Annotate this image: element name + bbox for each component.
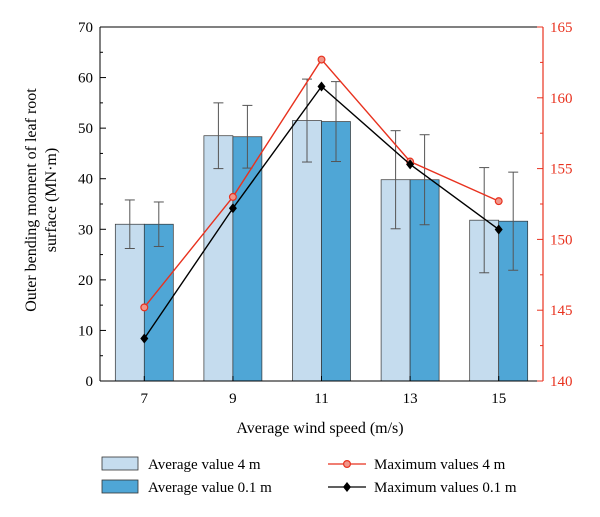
- y2-tick-label-155: 155: [550, 162, 573, 178]
- point-max-4m-15: [494, 197, 503, 206]
- legend-label-avg-01m: Average value 0.1 m: [148, 480, 272, 496]
- point-max-01m-11: [317, 81, 326, 92]
- bar-avg-4m-7: [114, 223, 145, 382]
- y2-tick-label-140: 140: [550, 374, 573, 390]
- y-tick-label-30: 30: [78, 222, 93, 238]
- legend-marker-max-4m: [343, 460, 352, 469]
- y-tick-label-20: 20: [78, 273, 93, 289]
- axes-layer: 0 10 20 30 40 50 60 70 140 145 150 155 160 165 7 9 11 13 1…: [78, 20, 573, 407]
- legend-label-max-4m: Maximum values 4 m: [374, 457, 506, 473]
- y-tick-label-60: 60: [78, 71, 93, 87]
- bar-avg-01m-9: [232, 136, 263, 382]
- bars-layer: [114, 120, 529, 382]
- x-tick-label-11: 11: [314, 391, 328, 407]
- legend: Average value 4 m Average value 0.1 m Ma…: [101, 456, 517, 496]
- y-tick-label-0: 0: [86, 374, 94, 390]
- y-axis-title-line-1: Outer bending moment of leaf root: [23, 88, 40, 312]
- y-tick-label-50: 50: [78, 121, 93, 137]
- error-bars-layer: [124, 78, 519, 274]
- point-max-01m-13: [406, 159, 415, 170]
- y2-tick-label-165: 165: [550, 20, 573, 36]
- x-tick-label-13: 13: [403, 391, 418, 407]
- bar-avg-4m-11: [292, 120, 322, 382]
- legend-label-max-01m: Maximum values 0.1 m: [374, 480, 517, 496]
- x-axis-title: Average wind speed (m/s): [236, 420, 403, 437]
- y-tick-label-70: 70: [78, 20, 93, 36]
- y2-tick-label-145: 145: [550, 303, 573, 319]
- y2-tick-label-160: 160: [550, 91, 573, 107]
- lines-layer: [140, 55, 503, 344]
- y-tick-label-40: 40: [78, 172, 93, 188]
- point-max-4m-7: [140, 303, 149, 312]
- legend-label-avg-4m: Average value 4 m: [148, 457, 261, 473]
- point-max-01m-7: [140, 333, 149, 344]
- y-axis-title-line-2: surface (MN·m): [43, 148, 60, 252]
- x-tick-label-9: 9: [229, 391, 237, 407]
- x-tick-label-7: 7: [141, 391, 149, 407]
- y2-tick-label-150: 150: [550, 232, 573, 248]
- legend-swatch-avg-01m: [101, 479, 139, 494]
- point-max-01m-15: [494, 224, 503, 235]
- legend-swatch-avg-4m: [101, 456, 139, 471]
- bar-avg-4m-9: [203, 135, 234, 382]
- point-max-4m-11: [317, 55, 326, 64]
- legend-marker-max-01m: [343, 482, 351, 492]
- x-tick-label-15: 15: [491, 391, 506, 407]
- point-max-01m-9: [228, 203, 237, 214]
- y-tick-label-10: 10: [78, 323, 93, 339]
- point-max-4m-9: [228, 192, 237, 201]
